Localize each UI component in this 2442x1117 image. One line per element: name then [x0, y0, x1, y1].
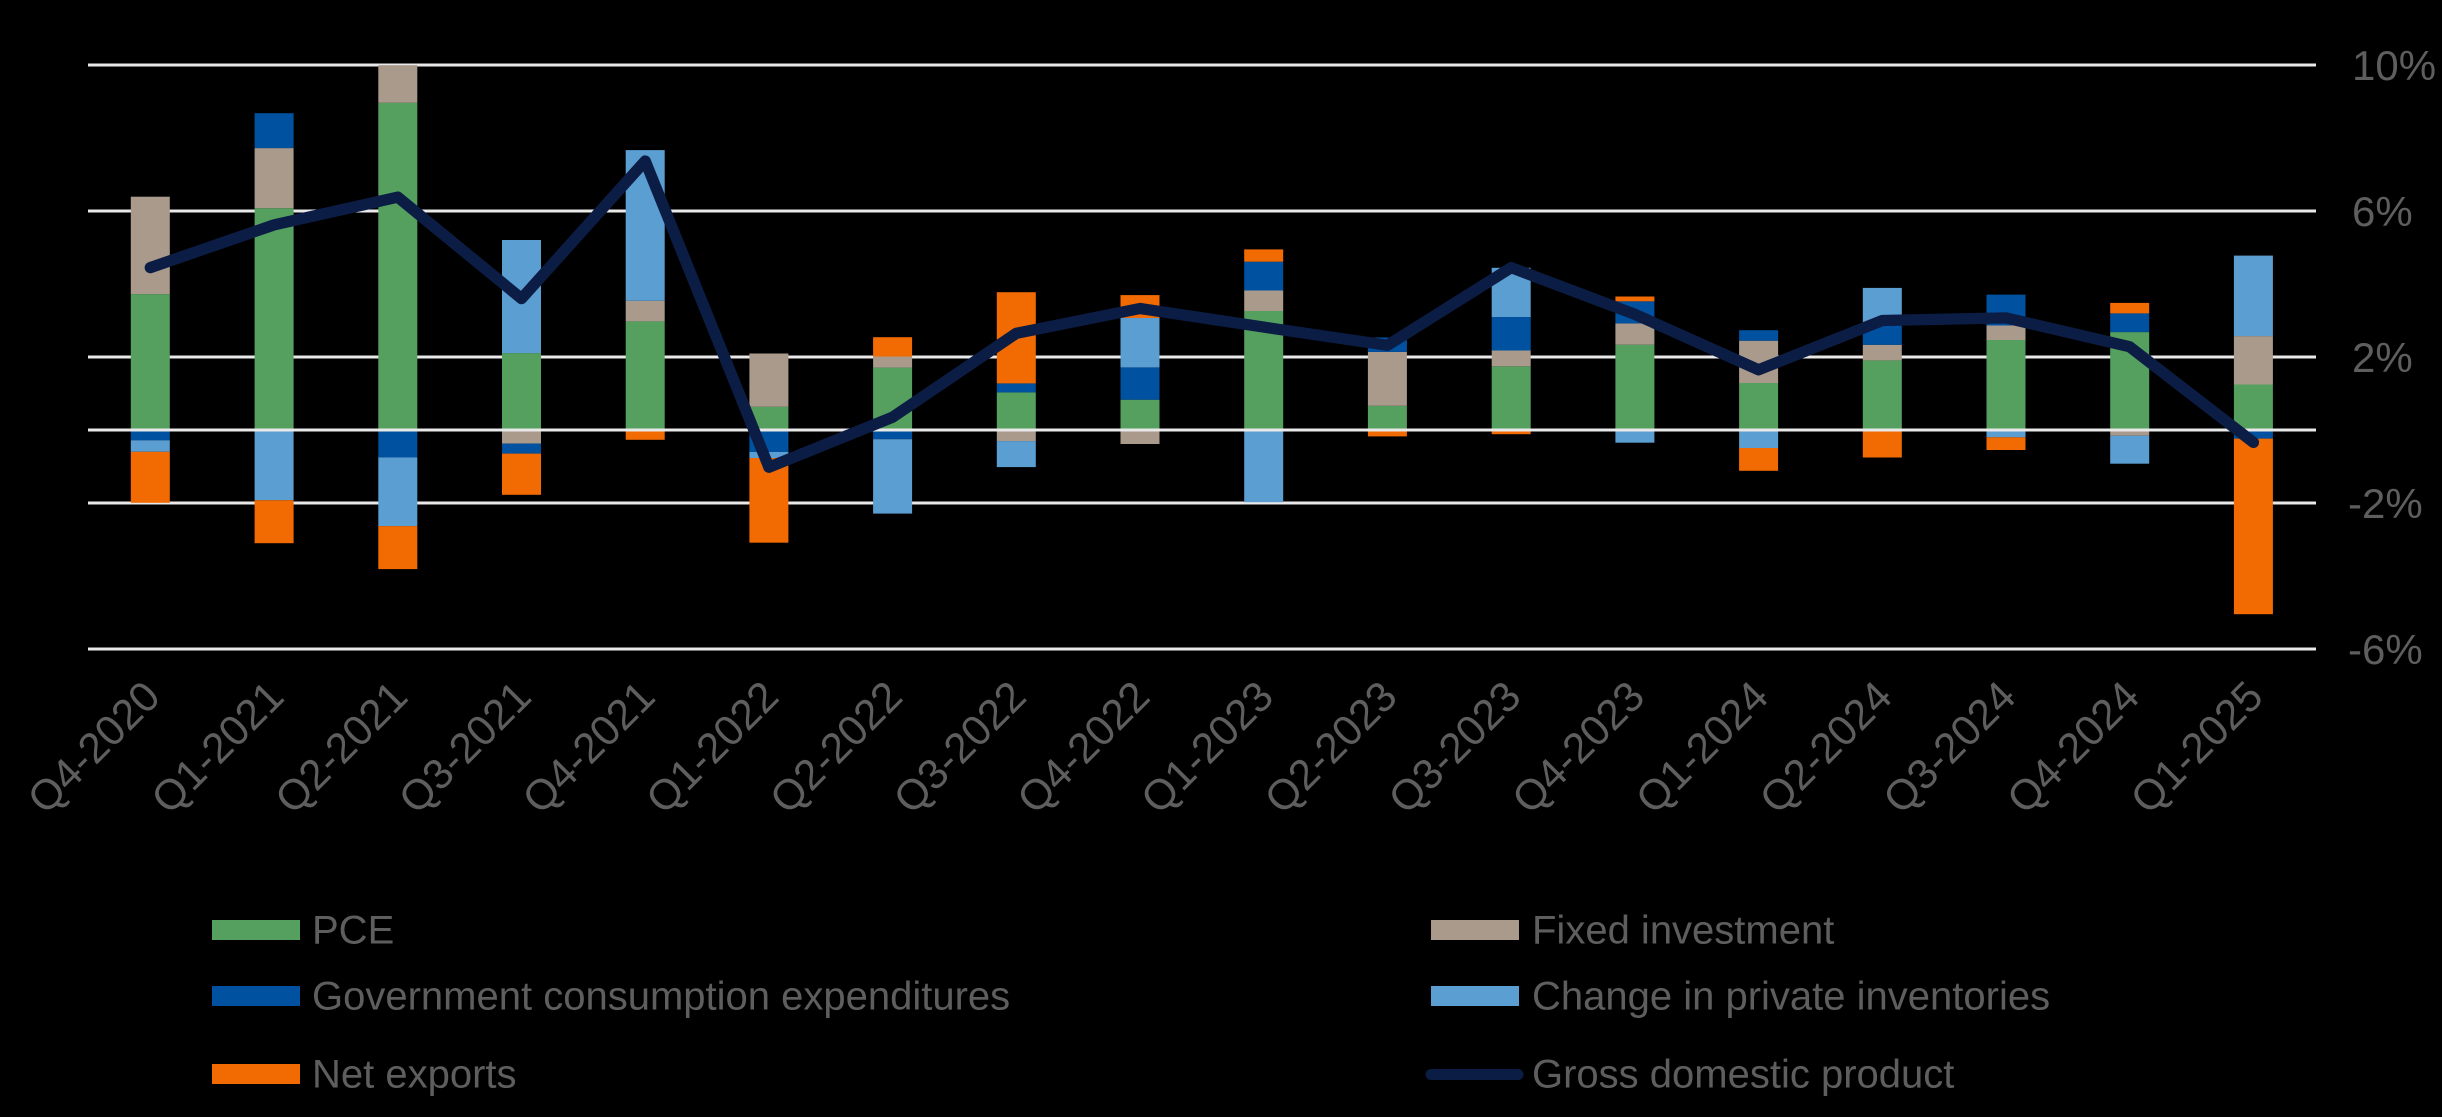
svg-text:PCE: PCE — [312, 909, 394, 953]
svg-text:Fixed investment: Fixed investment — [1532, 909, 1834, 953]
svg-text:2%: 2% — [2352, 334, 2413, 381]
svg-text:Change in private inventories: Change in private inventories — [1532, 975, 2050, 1019]
svg-text:Gross domestic product: Gross domestic product — [1532, 1053, 1954, 1097]
svg-text:Government consumption expendi: Government consumption expenditures — [312, 975, 1010, 1019]
svg-text:-2%: -2% — [2348, 480, 2423, 527]
svg-text:-6%: -6% — [2348, 626, 2423, 673]
svg-text:6%: 6% — [2352, 188, 2413, 235]
svg-text:Net exports: Net exports — [312, 1053, 517, 1097]
svg-text:10%: 10% — [2352, 42, 2436, 89]
